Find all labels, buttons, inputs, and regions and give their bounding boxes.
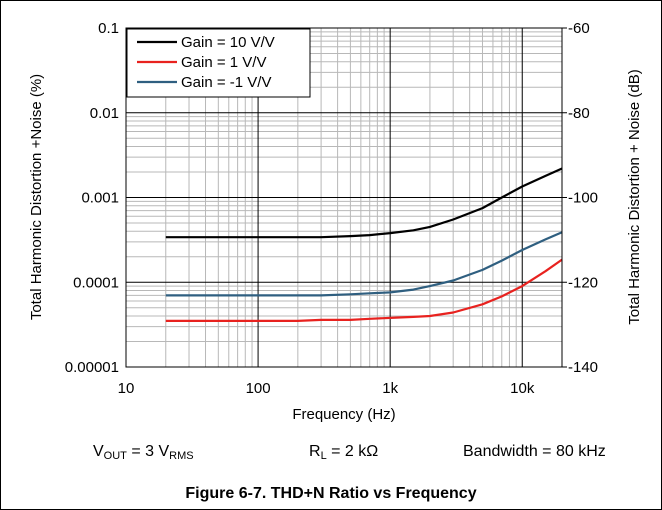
y-tick-label-right: -120 (568, 274, 598, 291)
x-tick-label: 10k (510, 380, 535, 397)
legend-label-1: Gain = 10 V/V (181, 34, 275, 51)
condition-vout: VOUT = 3 VRMS (93, 443, 194, 462)
legend-label-3: Gain = -1 V/V (181, 74, 271, 91)
x-tick-label: 10 (118, 380, 135, 397)
legend-label-2: Gain = 1 V/V (181, 54, 266, 71)
y-axis-label-left: Total Harmonic Distortion +Noise (%) (28, 74, 45, 320)
y-tick-label-right: -100 (568, 190, 598, 207)
series-lines (165, 167, 563, 322)
legend: Gain = 10 V/V Gain = 1 V/V Gain = -1 V/V (126, 28, 311, 98)
x-axis-label: Frequency (Hz) (292, 406, 395, 423)
y-axis-label-right: Total Harmonic Distortion + Noise (dB) (626, 69, 643, 325)
y-tick-label-right: -60 (568, 20, 590, 37)
x-tick-label: 1k (382, 380, 398, 397)
condition-load: RL = 2 kΩ (309, 443, 379, 462)
x-axis-ticks: 10 100 1k 10k (118, 380, 535, 397)
series-line-1 (165, 167, 563, 239)
x-tick-label: 100 (246, 380, 271, 397)
y-tick-label-left: 0.1 (98, 20, 119, 37)
right-axis-ticks: -60 -80 -100 -120 -140 (562, 20, 598, 376)
series-line-3 (165, 231, 563, 297)
left-axis-ticks: 0.1 0.01 0.001 0.0001 0.00001 (65, 20, 119, 376)
thdn-chart: 0.1 0.01 0.001 0.0001 0.00001 -60 -80 -100 -120… (28, 20, 643, 423)
y-tick-label-right: -140 (568, 359, 598, 376)
series-line-2 (165, 258, 563, 322)
y-tick-label-left: 0.01 (90, 105, 119, 122)
y-tick-label-right: -80 (568, 105, 590, 122)
y-tick-label-left: 0.0001 (73, 274, 119, 291)
condition-bandwidth: Bandwidth = 80 kHz (463, 443, 606, 460)
y-tick-label-left: 0.001 (81, 190, 119, 207)
figure-caption: Figure 6-7. THD+N Ratio vs Frequency (185, 485, 477, 502)
y-tick-label-left: 0.00001 (65, 359, 119, 376)
